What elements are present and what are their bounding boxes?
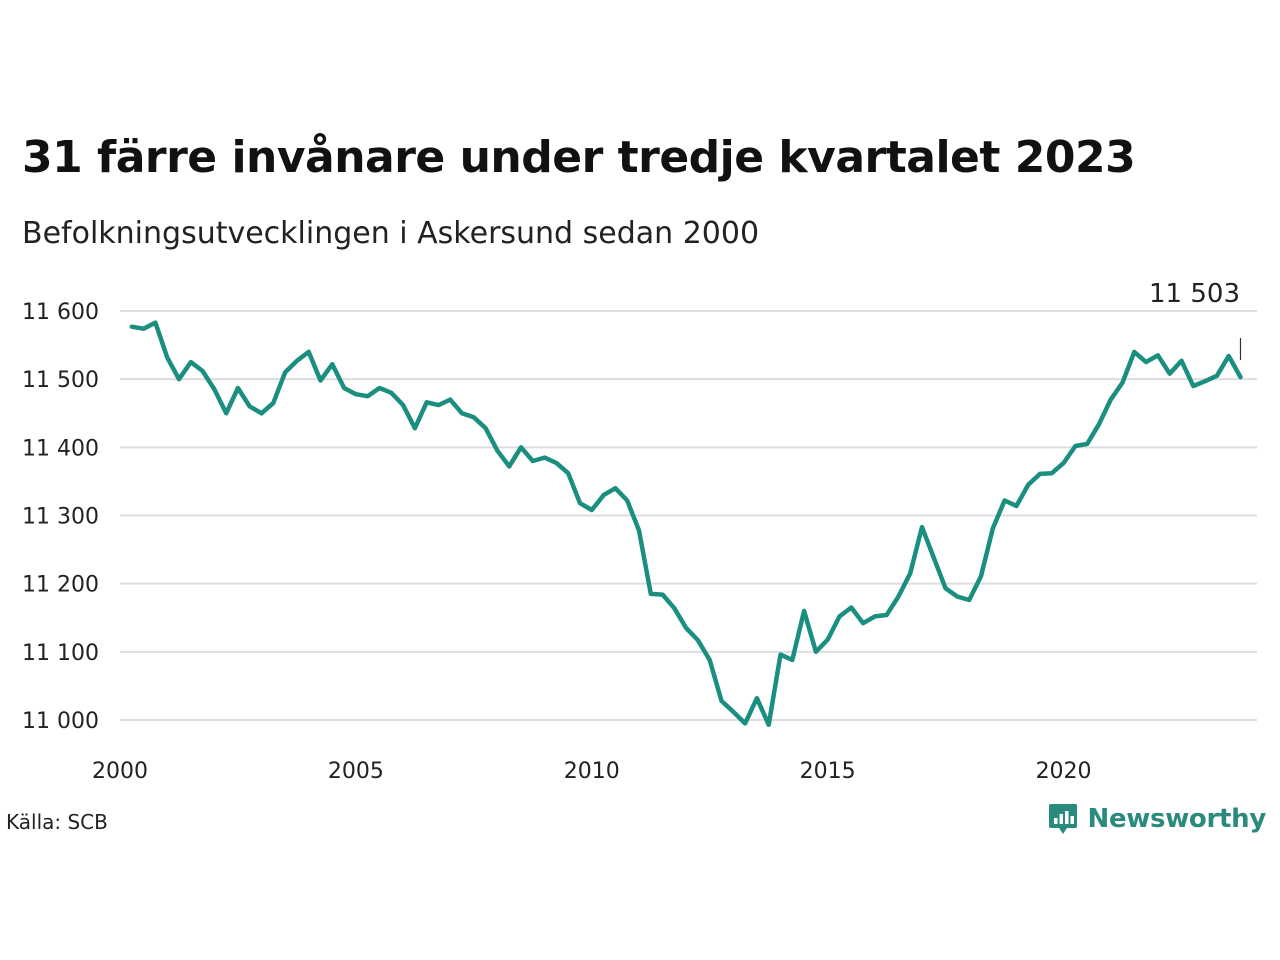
chart-subtitle: Befolkningsutvecklingen i Askersund seda… [22, 216, 760, 251]
brand-name: Newsworthy [1087, 804, 1267, 834]
newsworthy-logo-icon [1048, 804, 1077, 834]
y-tick-label: 11 000 [22, 709, 99, 734]
y-tick-label: 11 300 [22, 505, 99, 530]
x-tick-label: 2015 [800, 759, 856, 784]
x-axis-ticks: 2000 2005 2010 2015 2020 [92, 759, 1092, 784]
series-lines [129, 320, 1243, 728]
newsworthy-logo[interactable]: Newsworthy [1048, 802, 1266, 836]
source-note: Källa: SCB [6, 810, 108, 834]
end-value-label: 11 503 [1149, 279, 1240, 309]
x-tick-label: 2000 [92, 759, 148, 784]
grid-lines [120, 310, 1257, 721]
y-tick-label: 11 500 [22, 368, 99, 393]
y-tick-label: 11 600 [22, 300, 99, 325]
y-tick-label: 11 400 [22, 436, 99, 461]
x-tick-label: 2010 [564, 759, 620, 784]
y-tick-label: 11 200 [22, 573, 99, 598]
x-tick-label: 2020 [1036, 759, 1092, 784]
end-value-annotation: 11 503 [1149, 279, 1242, 360]
y-axis-ticks: 11 000 11 100 11 200 11 300 11 400 11 500 11 6… [22, 300, 99, 734]
chart-title: 31 färre invånare under tredje kvartalet… [22, 132, 1136, 183]
series-line [129, 320, 1243, 728]
y-tick-label: 11 100 [22, 641, 99, 666]
x-tick-label: 2005 [328, 759, 384, 784]
